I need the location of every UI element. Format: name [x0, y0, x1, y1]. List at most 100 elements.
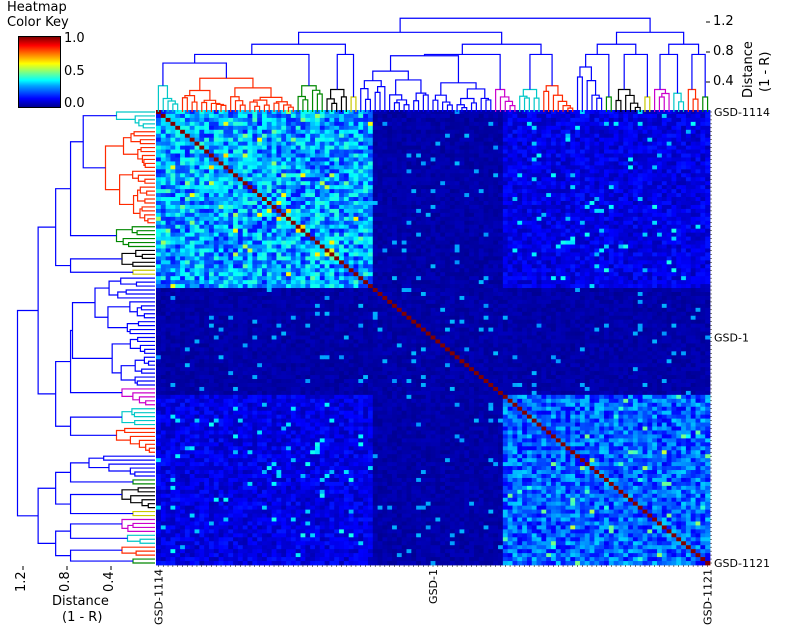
heatmap-cell	[469, 169, 475, 174]
heatmap-cell	[406, 153, 412, 158]
heatmap-cell	[613, 272, 619, 277]
heatmap-cell	[208, 133, 215, 139]
heatmap-cell	[608, 133, 615, 139]
heatmap-cell	[551, 256, 557, 261]
heatmap-cell	[387, 212, 393, 218]
heatmap-cell	[247, 268, 253, 273]
heatmap-cell	[358, 185, 364, 190]
heatmap-cell	[531, 256, 537, 261]
heatmap-cell	[339, 121, 345, 127]
heatmap-cell	[661, 133, 668, 139]
heatmap-cell	[628, 244, 634, 249]
heatmap-cell	[420, 189, 427, 194]
heatmap-cell	[199, 137, 205, 143]
heatmap-cell	[160, 121, 167, 127]
heatmap-cell	[286, 252, 292, 257]
heatmap-cell	[184, 125, 191, 131]
heatmap-cell	[257, 248, 263, 253]
heatmap-cell	[392, 252, 398, 257]
heatmap-cell	[324, 240, 330, 245]
heatmap-cell	[339, 129, 345, 135]
heatmap-cell	[237, 113, 244, 119]
heatmap-cell	[502, 117, 509, 123]
heatmap-cell	[502, 177, 509, 182]
heatmap-cell	[392, 181, 398, 186]
heatmap-cell	[194, 189, 200, 194]
heatmap-cell	[560, 181, 566, 186]
heatmap-cell	[266, 228, 273, 234]
heatmap-cell	[445, 165, 451, 170]
heatmap-cell	[661, 141, 668, 147]
heatmap-cell	[469, 137, 475, 143]
heatmap-cell	[252, 244, 258, 249]
heatmap-cell	[661, 260, 668, 265]
heatmap-cell	[281, 240, 287, 245]
heatmap-cell	[420, 133, 427, 139]
heatmap-cell	[290, 244, 297, 249]
heatmap-cell	[618, 125, 624, 131]
heatmap-cell	[445, 181, 451, 186]
heatmap-cell	[454, 193, 460, 198]
heatmap-cell	[204, 110, 210, 115]
heatmap-cell	[478, 141, 484, 147]
heatmap-cell	[685, 137, 692, 143]
heatmap-cell	[469, 173, 475, 178]
heatmap-cell	[671, 173, 677, 178]
heatmap-cell	[353, 169, 359, 174]
heatmap-cell	[319, 185, 326, 190]
heatmap-cell	[435, 216, 441, 222]
heatmap-cell	[372, 201, 378, 206]
heatmap-cell	[690, 185, 696, 190]
heatmap-cell	[396, 236, 403, 241]
heatmap-cell	[367, 260, 374, 265]
heatmap-cell	[286, 256, 292, 261]
heatmap-cell	[184, 141, 191, 147]
heatmap-cell	[661, 189, 668, 194]
heatmap-cell	[208, 117, 215, 123]
heatmap-cell	[449, 181, 456, 186]
heatmap-cell	[690, 260, 696, 265]
heatmap-cell	[387, 177, 393, 182]
heatmap-cell	[387, 272, 393, 277]
heatmap-cell	[194, 228, 200, 234]
heatmap-cell	[594, 129, 600, 135]
heatmap-cell	[175, 280, 181, 285]
heatmap-cell	[367, 212, 374, 218]
heatmap-cell	[233, 157, 239, 162]
heatmap-cell	[310, 208, 316, 214]
heatmap-cell	[300, 248, 306, 253]
heatmap-cell	[281, 189, 287, 194]
heatmap-cell	[623, 145, 629, 150]
heatmap-cell	[382, 165, 388, 170]
heatmap-cell	[286, 208, 292, 214]
heatmap-cell	[252, 113, 258, 119]
heatmap-cell	[218, 272, 224, 277]
heatmap-cell	[493, 113, 499, 119]
heatmap-cell	[685, 216, 692, 222]
heatmap-cell	[367, 117, 374, 123]
heatmap-cell	[536, 272, 542, 277]
heatmap-cell	[565, 248, 571, 253]
heatmap-cell	[671, 149, 677, 154]
heatmap-cell	[175, 137, 181, 143]
heatmap-cell	[233, 232, 239, 238]
heatmap-cell	[469, 260, 475, 265]
heatmap-cell	[483, 113, 489, 119]
heatmap-cell	[681, 264, 687, 269]
heatmap-cell	[392, 153, 398, 158]
heatmap-cell	[618, 133, 624, 139]
heatmap-cell	[632, 276, 639, 281]
heatmap-cell	[488, 268, 494, 273]
heatmap-cell	[589, 145, 595, 150]
heatmap-cell	[223, 272, 229, 277]
heatmap-cell	[204, 224, 210, 230]
heatmap-cell	[233, 145, 239, 150]
heatmap-cell	[618, 185, 624, 190]
heatmap-cell	[560, 145, 566, 150]
heatmap-cell	[570, 268, 576, 273]
heatmap-cell	[170, 201, 176, 206]
heatmap-cell	[372, 141, 378, 147]
heatmap-cell	[483, 149, 489, 154]
heatmap-cell	[517, 256, 523, 261]
heatmap-cell	[690, 244, 696, 249]
